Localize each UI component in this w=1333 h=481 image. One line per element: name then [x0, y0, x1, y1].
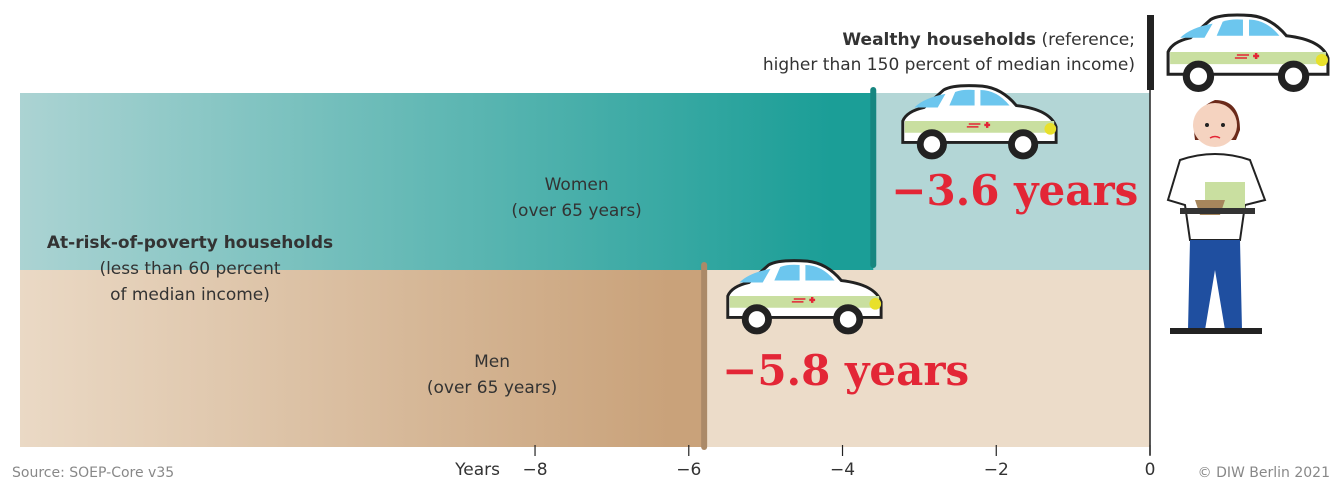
- category-label: Men: [474, 352, 510, 372]
- x-tick-label: −2: [984, 460, 1009, 480]
- chart: Wealthy households (reference; higher th…: [0, 0, 1333, 481]
- category-note: (over 65 years): [511, 201, 641, 221]
- x-tick-label: −4: [830, 460, 855, 480]
- category-label: Women: [545, 175, 609, 195]
- category-note: (over 65 years): [427, 378, 557, 398]
- group-note: of median income): [110, 285, 270, 305]
- car-icon: [1168, 15, 1328, 88]
- x-tick-label: −8: [523, 460, 548, 480]
- reference-marker: [1147, 15, 1154, 90]
- reference-note: higher than 150 percent of median income…: [763, 55, 1135, 75]
- x-tick-label: −6: [676, 460, 701, 480]
- source: Source: SOEP-Core v35: [12, 465, 174, 481]
- reference-title-bold: Wealthy households: [842, 30, 1036, 50]
- credit: © DIW Berlin 2021: [1198, 465, 1330, 481]
- group-title: At-risk-of-poverty households: [47, 233, 333, 253]
- reference-title: Wealthy households (reference;: [842, 30, 1135, 50]
- x-tick-label: 0: [1145, 460, 1156, 480]
- x-axis-label: Years: [454, 460, 500, 480]
- value-label: −5.8 years: [722, 346, 969, 395]
- reference-note: (reference;: [1041, 30, 1135, 50]
- group-note: (less than 60 percent: [99, 259, 280, 279]
- person-icon: [1168, 100, 1265, 334]
- value-label: −3.6 years: [891, 166, 1138, 215]
